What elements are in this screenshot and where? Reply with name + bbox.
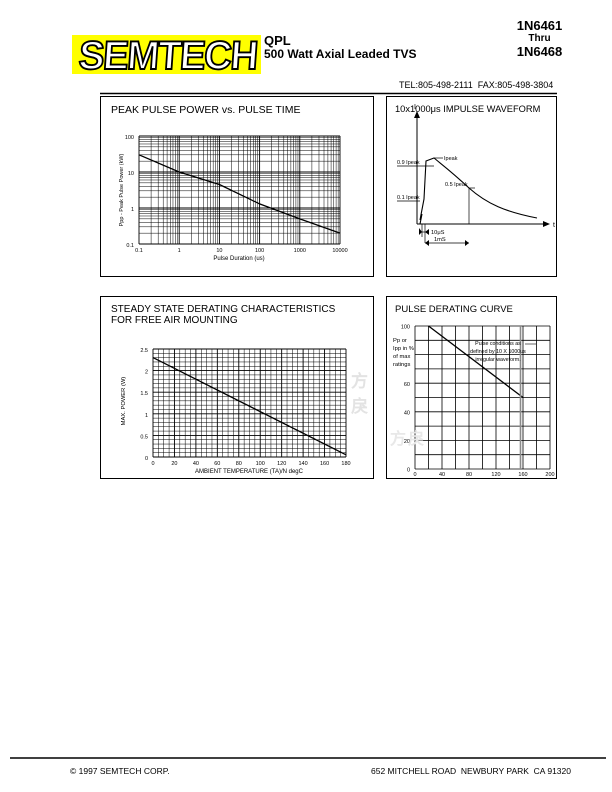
svg-text:100: 100 bbox=[255, 248, 264, 254]
svg-text:80: 80 bbox=[466, 472, 472, 478]
svg-text:0.1: 0.1 bbox=[126, 243, 134, 249]
svg-text:SEMTECH: SEMTECH bbox=[77, 34, 258, 78]
svg-text:100: 100 bbox=[401, 325, 410, 331]
svg-text:20: 20 bbox=[171, 461, 177, 467]
svg-text:Pulse conditions as: Pulse conditions as bbox=[475, 341, 521, 347]
svg-text:0.5 Ipeak: 0.5 Ipeak bbox=[445, 182, 468, 188]
svg-text:60: 60 bbox=[214, 461, 220, 467]
svg-text:Pulse Duration (us): Pulse Duration (us) bbox=[213, 256, 264, 262]
svg-text:100: 100 bbox=[256, 461, 265, 467]
svg-text:60: 60 bbox=[404, 382, 410, 388]
svg-text:40: 40 bbox=[193, 461, 199, 467]
svg-text:0.9 Ipeak: 0.9 Ipeak bbox=[397, 160, 420, 166]
svg-text:Ipeak: Ipeak bbox=[444, 156, 458, 162]
svg-text:1: 1 bbox=[131, 207, 134, 213]
svg-text:Pp or: Pp or bbox=[393, 338, 407, 344]
svg-text:120: 120 bbox=[277, 461, 286, 467]
svg-text:defined by 10 X 1000us: defined by 10 X 1000us bbox=[470, 349, 526, 355]
svg-text:Ppp - Peak Pulse Power (kW): Ppp - Peak Pulse Power (kW) bbox=[119, 153, 125, 226]
svg-text:0: 0 bbox=[407, 468, 410, 474]
svg-text:I: I bbox=[414, 104, 416, 111]
svg-text:140: 140 bbox=[299, 461, 308, 467]
svg-text:80: 80 bbox=[236, 461, 242, 467]
svg-text:0.5: 0.5 bbox=[140, 434, 148, 440]
svg-text:MAX. POWER (W): MAX. POWER (W) bbox=[121, 377, 127, 426]
svg-text:0: 0 bbox=[413, 472, 416, 478]
svg-text:1000: 1000 bbox=[294, 248, 306, 254]
svg-text:Ipp in %: Ipp in % bbox=[393, 346, 414, 352]
svg-text:1: 1 bbox=[145, 413, 148, 419]
svg-text:of max: of max bbox=[393, 354, 410, 360]
svg-text:2.5: 2.5 bbox=[140, 348, 148, 354]
svg-text:160: 160 bbox=[518, 472, 527, 478]
svg-text:10: 10 bbox=[128, 171, 134, 177]
svg-text:ratings: ratings bbox=[393, 362, 411, 368]
svg-text:1.5: 1.5 bbox=[140, 391, 148, 397]
svg-text:0: 0 bbox=[151, 461, 154, 467]
svg-text:0: 0 bbox=[145, 456, 148, 462]
svg-text:100: 100 bbox=[125, 135, 134, 141]
svg-text:10000: 10000 bbox=[332, 248, 347, 254]
svg-text:irregular waveform.: irregular waveform. bbox=[475, 357, 520, 363]
svg-text:180: 180 bbox=[341, 461, 350, 467]
svg-text:1: 1 bbox=[178, 248, 181, 254]
svg-text:2: 2 bbox=[145, 370, 148, 376]
svg-text:0.1 Ipeak: 0.1 Ipeak bbox=[397, 195, 420, 201]
svg-text:120: 120 bbox=[491, 472, 500, 478]
svg-text:AMBIENT TEMPERATURE (TA)/N deg: AMBIENT TEMPERATURE (TA)/N degC bbox=[195, 469, 304, 475]
svg-text:10μS: 10μS bbox=[431, 230, 445, 236]
svg-text:1mS: 1mS bbox=[434, 237, 446, 243]
svg-text:40: 40 bbox=[439, 472, 445, 478]
svg-text:10: 10 bbox=[216, 248, 222, 254]
svg-text:160: 160 bbox=[320, 461, 329, 467]
svg-text:t: t bbox=[553, 222, 555, 229]
svg-text:200: 200 bbox=[545, 472, 554, 478]
svg-text:0.1: 0.1 bbox=[135, 248, 143, 254]
svg-text:40: 40 bbox=[404, 411, 410, 417]
